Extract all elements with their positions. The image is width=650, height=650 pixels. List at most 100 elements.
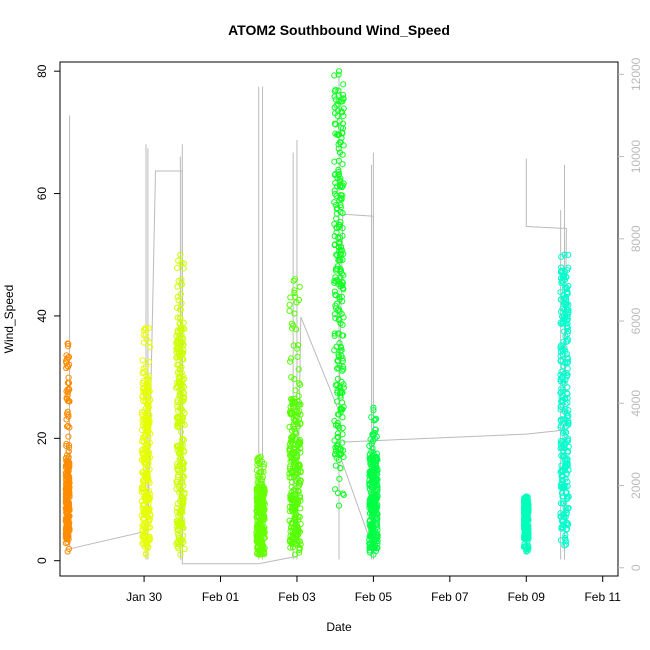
data-point bbox=[297, 541, 304, 548]
data-point bbox=[256, 473, 263, 480]
data-point bbox=[557, 513, 565, 520]
data-point bbox=[340, 250, 347, 258]
y-tick-label: 80 bbox=[35, 64, 49, 78]
data-point bbox=[173, 517, 180, 525]
data-point bbox=[259, 538, 266, 546]
data-point bbox=[331, 332, 338, 339]
x-tick-label: Feb 01 bbox=[202, 590, 240, 604]
data-point bbox=[334, 433, 341, 441]
data-point bbox=[335, 157, 342, 164]
data-point bbox=[336, 238, 343, 246]
data-point bbox=[174, 403, 181, 410]
data-point bbox=[562, 376, 569, 383]
data-point bbox=[289, 544, 297, 551]
data-point bbox=[145, 325, 152, 332]
data-point bbox=[258, 509, 265, 516]
data-point bbox=[338, 109, 346, 116]
data-point bbox=[332, 305, 340, 312]
data-point bbox=[289, 497, 296, 504]
data-point bbox=[373, 450, 380, 457]
data-point bbox=[147, 344, 154, 351]
data-point bbox=[562, 532, 569, 539]
data-point bbox=[562, 541, 570, 548]
data-point bbox=[557, 358, 564, 365]
data-point bbox=[141, 521, 149, 528]
data-point bbox=[260, 550, 267, 557]
data-point bbox=[336, 390, 344, 397]
data-point bbox=[294, 342, 302, 349]
data-point bbox=[143, 541, 150, 549]
data-point bbox=[142, 331, 149, 338]
data-point bbox=[334, 107, 342, 114]
x-tick-label: Feb 03 bbox=[278, 590, 316, 604]
data-point bbox=[338, 310, 345, 318]
data-point bbox=[142, 325, 149, 332]
data-point bbox=[521, 541, 528, 548]
data-point bbox=[336, 247, 343, 254]
data-point bbox=[179, 381, 186, 389]
data-point bbox=[334, 489, 342, 497]
data-point bbox=[563, 507, 570, 514]
data-point bbox=[176, 509, 183, 517]
data-point bbox=[62, 485, 70, 492]
y2-tick-label: 6000 bbox=[629, 307, 643, 334]
data-point bbox=[293, 478, 300, 485]
data-point bbox=[297, 449, 304, 456]
data-point bbox=[558, 321, 565, 328]
data-point bbox=[139, 369, 146, 377]
data-point bbox=[335, 502, 343, 509]
data-point bbox=[66, 489, 73, 496]
data-point bbox=[260, 542, 267, 549]
data-point bbox=[296, 544, 303, 551]
data-point bbox=[290, 342, 297, 349]
data-point bbox=[259, 510, 266, 517]
data-point bbox=[181, 545, 188, 552]
data-point bbox=[180, 473, 188, 480]
data-point bbox=[370, 456, 377, 463]
data-point bbox=[334, 375, 341, 383]
data-point bbox=[296, 438, 303, 445]
data-point bbox=[331, 72, 338, 79]
data-point bbox=[286, 474, 293, 481]
data-point bbox=[563, 369, 570, 377]
data-point bbox=[254, 543, 261, 550]
data-point bbox=[340, 381, 347, 388]
data-point bbox=[335, 145, 342, 152]
data-point bbox=[176, 366, 183, 373]
data-point bbox=[175, 418, 182, 425]
data-point bbox=[333, 215, 340, 222]
data-point bbox=[293, 465, 300, 472]
data-point bbox=[139, 477, 146, 484]
data-point bbox=[340, 180, 347, 187]
data-point bbox=[289, 436, 296, 443]
data-point bbox=[173, 504, 181, 512]
data-point bbox=[175, 484, 182, 491]
data-point bbox=[564, 290, 571, 298]
data-point bbox=[524, 522, 531, 530]
data-point bbox=[140, 534, 147, 541]
point-series-0 bbox=[62, 340, 73, 555]
y2-tick-label: 10000 bbox=[629, 140, 643, 174]
data-point bbox=[180, 265, 187, 272]
data-point bbox=[332, 444, 339, 451]
data-point bbox=[557, 510, 564, 517]
data-point bbox=[65, 379, 73, 387]
data-point bbox=[295, 392, 302, 400]
data-point bbox=[335, 171, 343, 178]
data-point bbox=[177, 251, 184, 258]
data-point bbox=[178, 493, 185, 500]
data-point bbox=[332, 315, 339, 322]
data-point bbox=[255, 535, 262, 542]
data-point bbox=[63, 395, 70, 402]
data-point bbox=[331, 347, 338, 354]
data-point bbox=[332, 267, 340, 274]
data-point bbox=[520, 514, 528, 522]
data-point bbox=[253, 536, 261, 543]
data-point bbox=[145, 404, 152, 411]
data-point bbox=[177, 551, 184, 558]
data-point bbox=[369, 522, 377, 529]
point-series-6 bbox=[366, 404, 381, 558]
data-point bbox=[142, 421, 150, 429]
data-point bbox=[339, 225, 346, 232]
data-point bbox=[139, 357, 146, 364]
